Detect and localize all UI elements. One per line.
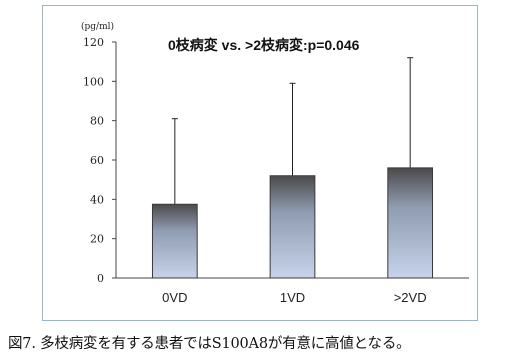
figure-caption: 図7. 多枝病変を有する患者ではS100A8が有意に高値となる。 <box>8 336 411 352</box>
y-tick-label: 80 <box>90 115 104 128</box>
bar-1vd <box>269 175 316 279</box>
bar-chart: (pg/ml) 0枝病変 vs. >2枝病変:p=0.046 0 20 40 60 80… <box>81 21 469 305</box>
x-categories: 0VD 1VD >2VD <box>162 290 426 305</box>
bars <box>151 167 434 279</box>
y-ticks: 0 20 40 60 80 100 120 <box>83 36 116 285</box>
y-tick-label: 40 <box>90 193 104 206</box>
significance-annotation: 0枝病変 vs. >2枝病変:p=0.046 <box>168 37 360 53</box>
error-bars <box>171 57 414 205</box>
y-tick-label: 0 <box>97 272 104 285</box>
x-category-label: 1VD <box>280 290 305 305</box>
bar-0vd <box>151 203 198 279</box>
y-unit-label: (pg/ml) <box>81 21 114 32</box>
y-tick-label: 60 <box>90 154 104 167</box>
y-tick-label: 120 <box>83 36 104 49</box>
y-tick-label: 100 <box>83 75 104 88</box>
bar-2vd <box>387 167 434 279</box>
y-tick-label: 20 <box>90 233 104 246</box>
x-category-label: 0VD <box>162 290 187 305</box>
chart-frame: (pg/ml) 0枝病変 vs. >2枝病変:p=0.046 0 20 40 60 80… <box>42 5 478 321</box>
x-category-label: >2VD <box>394 290 427 305</box>
